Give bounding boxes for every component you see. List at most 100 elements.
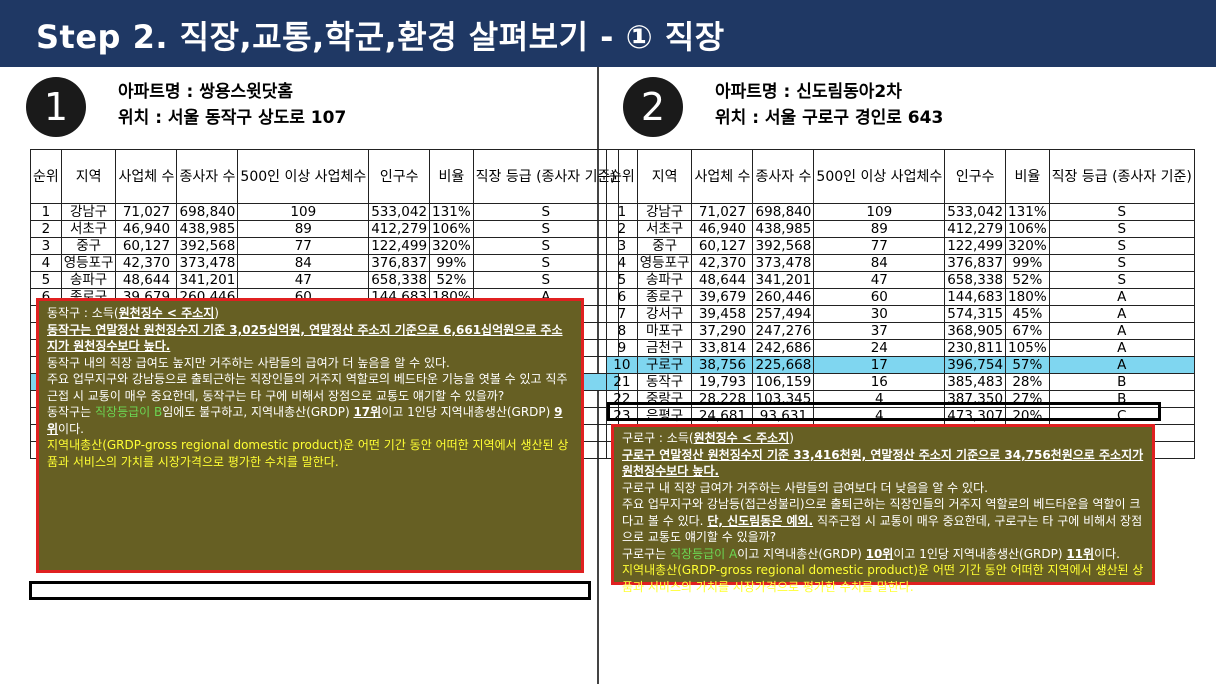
table-row: 3 중구 60,127 392,568 77 122,499 320% S bbox=[30, 237, 619, 255]
table-cell: 16 bbox=[813, 373, 946, 391]
column-header: 비율 bbox=[1005, 149, 1050, 204]
table-cell: 106% bbox=[429, 220, 474, 238]
table-cell: A bbox=[1048, 322, 1195, 340]
table-cell: 47 bbox=[237, 271, 370, 289]
column-header: 인구수 bbox=[944, 149, 1007, 204]
table-cell: 574,315 bbox=[944, 305, 1007, 323]
analysis-note: 동작구 : 소득(원천징수 < 주소지) 동작구는 연말정산 원천징수지 기준 … bbox=[36, 298, 584, 573]
note-income: 동작구는 연말정산 원천징수지 기준 3,025십억원, 연말정산 주소지 기준… bbox=[47, 322, 563, 354]
table-cell: 89 bbox=[237, 220, 370, 238]
table-cell: 99% bbox=[1005, 254, 1050, 272]
table-cell: 9 bbox=[606, 339, 638, 357]
table-cell: 24 bbox=[813, 339, 946, 357]
table-cell: 180% bbox=[1005, 288, 1050, 306]
table-cell: 60 bbox=[813, 288, 946, 306]
table-row: 1 강남구 71,027 698,840 109 533,042 131% S bbox=[30, 203, 619, 221]
column-header: 종사자 수 bbox=[176, 149, 239, 204]
apartment-location: 위치 : 서울 동작구 상도로 107 bbox=[118, 108, 347, 128]
table-cell: 영등포구 bbox=[636, 254, 693, 272]
note-grdp-definition: 지역내총산(GRDP-gross regional domestic produ… bbox=[622, 563, 1144, 594]
table-cell: 2 bbox=[30, 220, 62, 238]
table-cell: 77 bbox=[237, 237, 370, 255]
table-cell: 376,837 bbox=[944, 254, 1007, 272]
table-cell: 144,683 bbox=[944, 288, 1007, 306]
table-cell: 57% bbox=[1005, 356, 1050, 374]
table-cell: 동작구 bbox=[636, 373, 693, 391]
table-cell: 1 bbox=[606, 203, 638, 221]
table-cell: 658,338 bbox=[368, 271, 431, 289]
table-cell: 60,127 bbox=[115, 237, 178, 255]
table-row: 3 중구 60,127 392,568 77 122,499 320% S bbox=[606, 237, 1195, 255]
table-cell: 376,837 bbox=[368, 254, 431, 272]
table-cell: 71,027 bbox=[691, 203, 754, 221]
table-header: 순위 지역 사업체 수 종사자 수 500인 이상 사업체수 인구수 비율 직장 등급 (종사… bbox=[606, 149, 1195, 204]
table-row: 2 서초구 46,940 438,985 89 412,279 106% S bbox=[30, 220, 619, 238]
table-cell: S bbox=[472, 237, 619, 255]
table-cell: 373,478 bbox=[752, 254, 815, 272]
table-cell: 3 bbox=[606, 237, 638, 255]
note-grdp-definition: 지역내총산(GRDP-gross regional domestic produ… bbox=[47, 438, 569, 469]
apartment-name: 아파트명 : 쌍용스윗닷홈 bbox=[118, 82, 294, 102]
table-cell: 48,644 bbox=[115, 271, 178, 289]
table-cell: 320% bbox=[429, 237, 474, 255]
table-cell: 4 bbox=[30, 254, 62, 272]
table-cell: A bbox=[1048, 305, 1195, 323]
table-cell: S bbox=[1048, 271, 1195, 289]
table-cell: 412,279 bbox=[368, 220, 431, 238]
table-cell: 99% bbox=[429, 254, 474, 272]
table-cell: 341,201 bbox=[176, 271, 239, 289]
table-cell: 131% bbox=[429, 203, 474, 221]
table-cell: 373,478 bbox=[176, 254, 239, 272]
table-cell: 2 bbox=[606, 220, 638, 238]
table-cell: 33,814 bbox=[691, 339, 754, 357]
note-income: 구로구 연말정산 원천징수지 기준 33,416천원, 연말정산 주소지 기준으… bbox=[622, 447, 1144, 479]
table-cell: 영등포구 bbox=[60, 254, 117, 272]
table-cell: 42,370 bbox=[691, 254, 754, 272]
table-cell: 37,290 bbox=[691, 322, 754, 340]
table-cell: 225,668 bbox=[752, 356, 815, 374]
table-cell: 19,793 bbox=[691, 373, 754, 391]
table-cell: 109 bbox=[237, 203, 370, 221]
table-cell: 강남구 bbox=[636, 203, 693, 221]
table-cell: 46,940 bbox=[115, 220, 178, 238]
table-cell: S bbox=[1048, 203, 1195, 221]
table-cell: S bbox=[472, 254, 619, 272]
table-cell: 3 bbox=[30, 237, 62, 255]
table-row: 6 종로구 39,679 260,446 60 144,683 180% A bbox=[606, 288, 1195, 306]
table-cell: 1 bbox=[30, 203, 62, 221]
table-row: 4 영등포구 42,370 373,478 84 376,837 99% S bbox=[606, 254, 1195, 272]
table-cell: 109 bbox=[813, 203, 946, 221]
table-cell: A bbox=[1048, 356, 1195, 374]
table-cell: S bbox=[472, 203, 619, 221]
table-cell: S bbox=[472, 271, 619, 289]
table-cell: S bbox=[1048, 254, 1195, 272]
column-header: 직장 등급 (종사자 기준) bbox=[472, 149, 619, 204]
note-title: 동작구 : 소득(원천징수 < 주소지) bbox=[47, 306, 219, 320]
table-row: 1 강남구 71,027 698,840 109 533,042 131% S bbox=[606, 203, 1195, 221]
table-cell: B bbox=[1048, 373, 1195, 391]
column-header: 순위 bbox=[606, 149, 638, 204]
table-cell: 260,446 bbox=[752, 288, 815, 306]
table-cell: 230,811 bbox=[944, 339, 1007, 357]
table-cell: S bbox=[472, 220, 619, 238]
panel-number-badge: 2 bbox=[623, 77, 683, 137]
column-header: 500인 이상 사업체수 bbox=[813, 149, 946, 204]
table-cell: 60,127 bbox=[691, 237, 754, 255]
table-cell: 658,338 bbox=[944, 271, 1007, 289]
title-bar: Step 2. 직장,교통,학군,환경 살펴보기 - ① 직장 bbox=[0, 0, 1216, 67]
table-cell: 71,027 bbox=[115, 203, 178, 221]
table-cell: 77 bbox=[813, 237, 946, 255]
table-cell: 21 bbox=[606, 373, 638, 391]
analysis-note: 구로구 : 소득(원천징수 < 주소지) 구로구 연말정산 원천징수지 기준 3… bbox=[611, 424, 1155, 594]
table-row: 2 서초구 46,940 438,985 89 412,279 106% S bbox=[606, 220, 1195, 238]
table-cell: 8 bbox=[606, 322, 638, 340]
column-header: 사업체 수 bbox=[115, 149, 178, 204]
table-cell: 47 bbox=[813, 271, 946, 289]
table-cell: 438,985 bbox=[752, 220, 815, 238]
table-cell: 종로구 bbox=[636, 288, 693, 306]
apartment-info: 아파트명 : 쌍용스윗닷홈 위치 : 서울 동작구 상도로 107 bbox=[118, 79, 346, 131]
